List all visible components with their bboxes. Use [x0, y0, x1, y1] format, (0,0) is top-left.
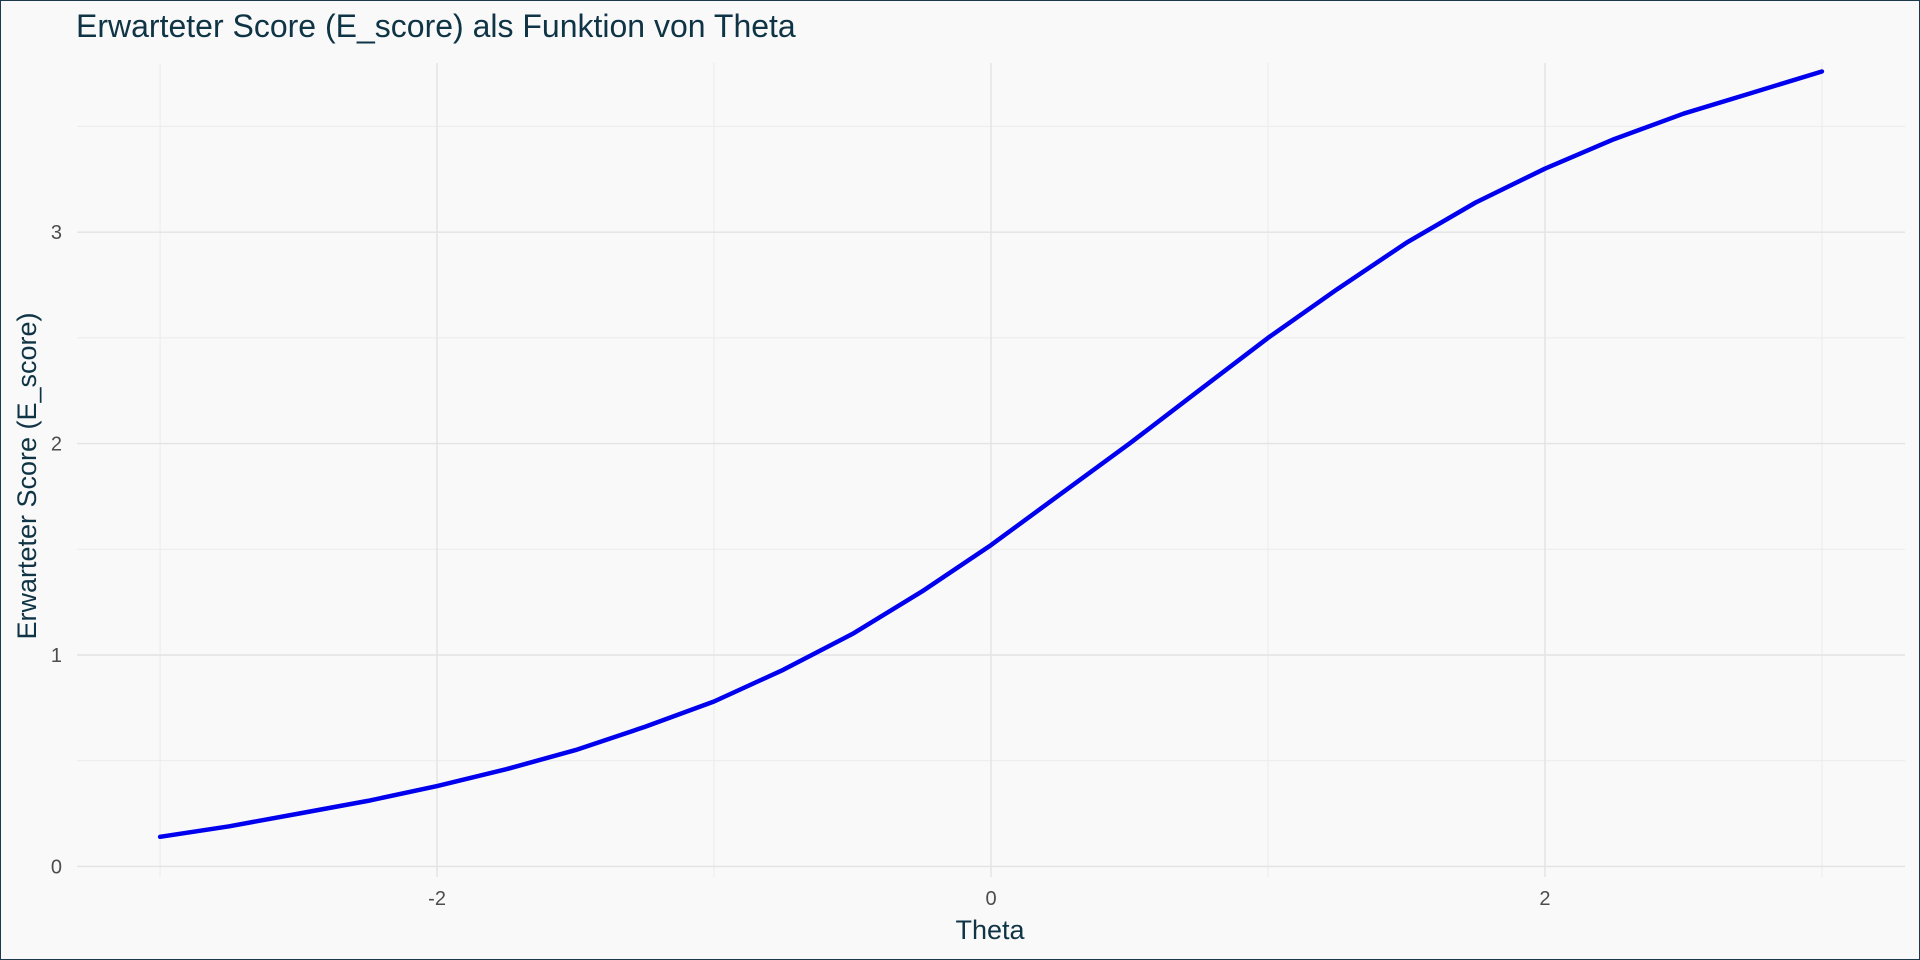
grid-major	[77, 63, 1905, 877]
series-layer	[157, 69, 1825, 840]
tick-labels: -2 0 2 0 1 2 3	[51, 222, 1551, 910]
y-tick-label: 0	[51, 856, 62, 878]
x-tick-label: -2	[428, 888, 446, 910]
y-tick-label: 1	[51, 645, 62, 667]
y-tick-label: 2	[51, 434, 62, 456]
x-axis-title: Theta	[955, 915, 1025, 945]
series-line	[157, 69, 1825, 840]
y-axis-title: Erwarteter Score (E_score)	[12, 312, 42, 639]
chart-title: Erwarteter Score (E_score) als Funktion …	[76, 8, 796, 44]
y-tick-label: 3	[51, 222, 62, 244]
x-tick-label: 0	[985, 888, 996, 910]
x-tick-label: 2	[1539, 888, 1550, 910]
